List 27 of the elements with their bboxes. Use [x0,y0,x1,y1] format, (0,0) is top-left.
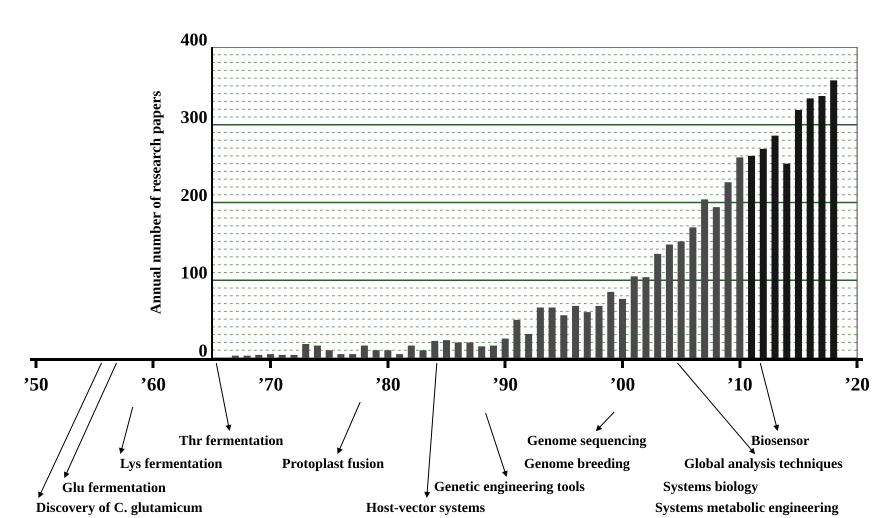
y-tick-label: 400 [180,29,208,50]
text: Genome breeding [524,457,630,472]
x-tick-label: ’20 [844,374,870,396]
y-tick-label: 100 [180,262,208,283]
y-tick-label: 200 [180,184,208,205]
x-tick-label: ’60 [140,374,166,396]
x-tick-label: ’80 [375,374,401,396]
text: Global analysis techniques [684,457,844,472]
x-tick-label: ’00 [610,374,636,396]
text: Thr fermentation [179,434,284,449]
text: Genetic engineering tools [434,480,586,495]
text: Lys fermentation [120,457,222,472]
text: Glu fermentation [62,481,166,496]
x-tick-label: ’90 [492,374,518,396]
text: Genome sequencing [527,434,646,449]
text: Systems metabolic engineering [655,501,839,516]
text: Host-vector systems [366,501,486,516]
x-tick-label: ’50 [23,374,49,396]
text: Protoplast fusion [282,457,384,472]
text: Discovery of C. glutamicum [36,501,203,516]
text: Biosensor [751,434,810,449]
y-tick-label: 0 [198,340,208,360]
y-tick-label: 300 [180,107,208,128]
x-tick-label: ’10 [727,374,752,396]
x-tick-label: ’70 [258,374,284,396]
y-axis-title: Annual number of research papers [148,90,164,314]
text: Systems biology [663,480,758,495]
